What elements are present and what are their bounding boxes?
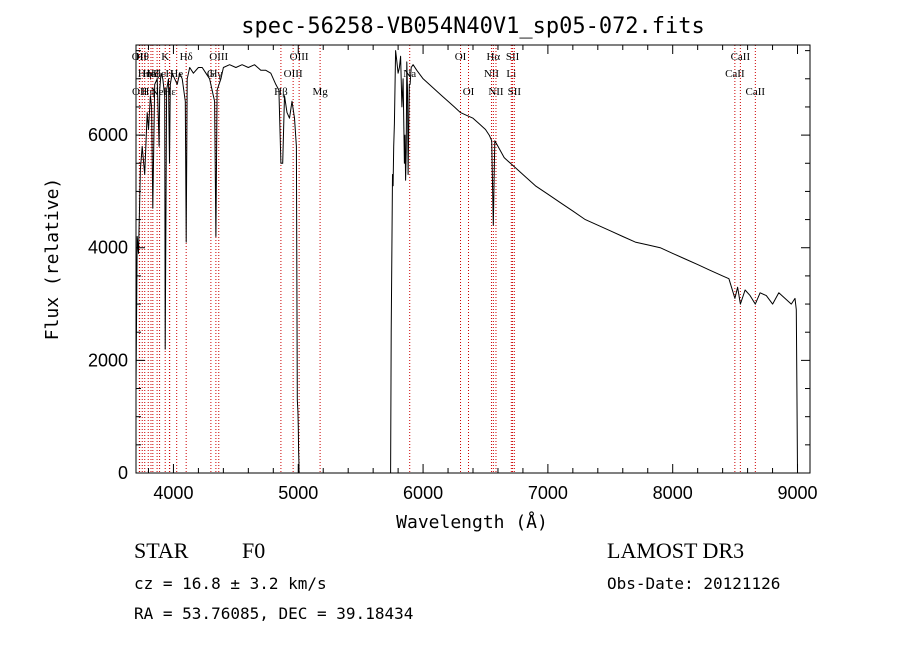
subclass-label: F0	[242, 538, 266, 563]
line-marker-label-29: SII	[508, 86, 522, 98]
line-marker-layer: OIIOIIHθHηHηHeIHζNeHeKHHεHeHδGHγOIIIHβOI…	[132, 45, 766, 473]
line-marker-label-15: Hγ	[209, 68, 222, 80]
survey-label: LAMOST DR3	[607, 538, 745, 563]
line-marker-label-13: Hδ	[180, 51, 193, 63]
line-marker-label-3: Hη	[138, 68, 152, 80]
y-tick-label-2: 4000	[88, 238, 128, 258]
coordinates-text: RA = 53.76085, DEC = 39.18434	[134, 604, 414, 623]
x-tick-label-5: 9000	[777, 483, 817, 503]
x-tick-label-4: 8000	[653, 483, 693, 503]
line-marker-label-25: Hα	[486, 51, 500, 63]
line-marker-label-20: Mg	[312, 86, 328, 98]
line-marker-label-8: He	[153, 68, 166, 80]
line-marker-label-24: NII	[484, 68, 500, 80]
line-marker-label-22: OI	[455, 51, 467, 63]
line-marker-label-26: NII	[488, 86, 504, 98]
line-marker-label-32: CaII	[746, 86, 766, 98]
x-tick-label-1: 5000	[278, 483, 318, 503]
line-marker-label-16: OIII	[209, 51, 228, 63]
line-marker-label-9: K	[161, 51, 169, 63]
line-marker-label-27: Li	[506, 68, 516, 80]
line-marker-label-21: Na	[403, 68, 416, 80]
line-marker-label-23: OI	[463, 86, 475, 98]
plot-frame	[135, 44, 811, 474]
obs-date-text: Obs-Date: 20121126	[607, 574, 781, 593]
line-marker-label-31: CaII	[731, 51, 751, 63]
x-tick-label-2: 6000	[403, 483, 443, 503]
line-marker-label-17: Hβ	[274, 86, 288, 98]
line-marker-label-18: OIII	[284, 68, 303, 80]
line-marker-label-5: HeI	[143, 68, 160, 80]
x-tick-label-0: 4000	[153, 483, 193, 503]
line-marker-label-2: Hθ	[136, 51, 149, 63]
series-layer	[135, 50, 798, 474]
class-label: STAR	[134, 538, 189, 563]
line-marker-label-4: Hη	[141, 86, 155, 98]
y-tick-label-0: 0	[118, 463, 128, 483]
chart-title: spec-56258-VB054N40V1_sp05-072.fits	[241, 14, 705, 39]
y-axis-label: Flux (relative)	[42, 178, 63, 341]
y-tick-label-3: 6000	[88, 125, 128, 145]
line-marker-label-30: CaII	[725, 68, 745, 80]
line-marker-label-6: Hζ	[147, 68, 160, 80]
line-marker-label-14: G	[207, 68, 215, 80]
tick-layer: 4000 5000 6000 7000 8000 9000 0 2000 4000 6000	[88, 45, 818, 503]
redshift-text: cz = 16.8 ± 3.2 km/s	[134, 574, 327, 593]
series-line-spectrum	[135, 50, 798, 474]
line-marker-label-10: H	[165, 68, 173, 80]
x-axis-label: Wavelength (Å)	[396, 511, 548, 533]
line-marker-label-19: OIII	[290, 51, 309, 63]
x-tick-label-3: 7000	[528, 483, 568, 503]
line-marker-label-28: SII	[506, 51, 520, 63]
y-tick-label-1: 2000	[88, 350, 128, 370]
